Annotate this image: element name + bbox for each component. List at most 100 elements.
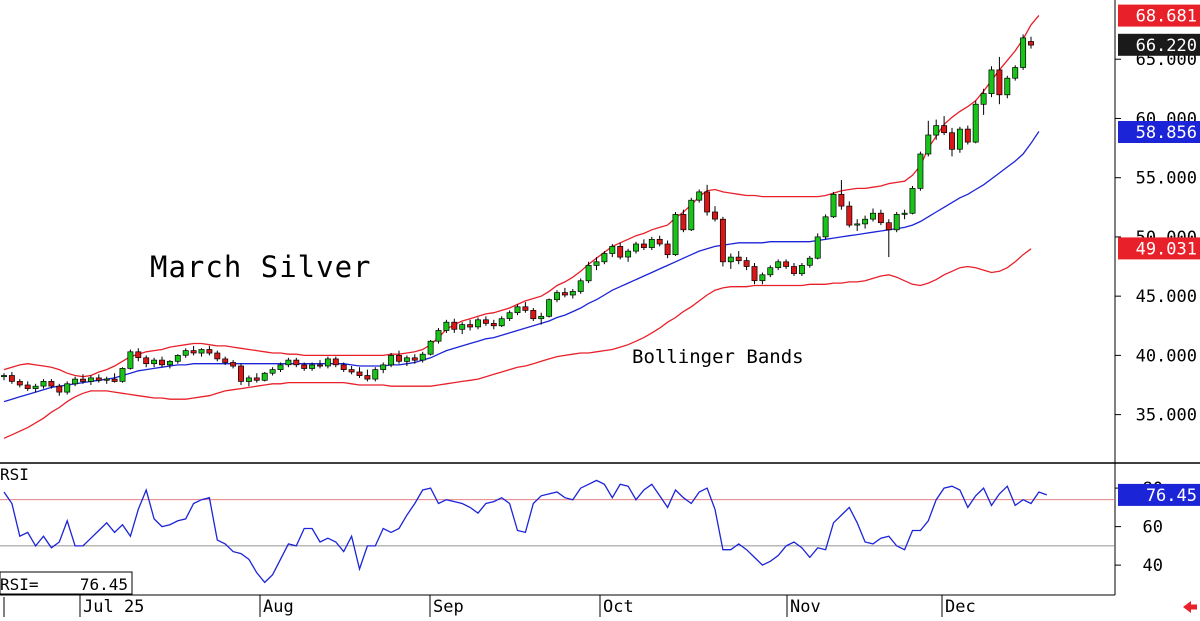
candle-body-up <box>554 292 560 301</box>
candle <box>238 363 244 385</box>
candle <box>285 357 292 368</box>
candle <box>680 209 687 233</box>
candle <box>601 251 608 265</box>
candle-body-up <box>277 364 284 370</box>
candle-body-up <box>830 193 837 218</box>
candle-body-down <box>190 350 197 354</box>
candle-body-up <box>174 355 181 362</box>
candle <box>87 375 94 385</box>
candle <box>459 322 466 335</box>
candle <box>949 127 955 157</box>
candle <box>506 310 513 321</box>
candle <box>538 312 545 325</box>
candle-body-down <box>364 375 371 380</box>
candle-body-down <box>317 364 323 367</box>
candle-body-down <box>332 358 339 366</box>
candle-body-up <box>933 125 940 136</box>
candle-body-up <box>151 359 158 365</box>
chart-title: March Silver <box>150 250 372 284</box>
candle <box>443 319 450 333</box>
candle <box>1004 75 1011 99</box>
candle <box>712 206 718 222</box>
candle <box>103 376 110 384</box>
candle-body-down <box>135 351 142 359</box>
candle-body-down <box>530 310 537 320</box>
candle-body-down <box>143 357 150 365</box>
candle-body-down <box>451 321 458 330</box>
candle <box>783 259 790 269</box>
rsi-tick-label: 40 <box>1143 556 1163 576</box>
candle-body-up <box>688 199 695 231</box>
candle-body-up <box>956 128 963 150</box>
band-upper-band <box>3 14 1040 378</box>
candle-body-down <box>640 243 647 248</box>
candle-body-down <box>735 256 742 262</box>
price-tag-box <box>1118 237 1200 260</box>
candle <box>56 383 63 396</box>
candle <box>427 340 434 356</box>
candle-body-up <box>32 385 39 389</box>
rsi-layer <box>0 479 1115 584</box>
candle-body-down <box>885 222 892 231</box>
candle <box>396 350 402 364</box>
candle <box>301 362 308 371</box>
candle <box>324 356 331 369</box>
candle-body-up <box>569 291 576 296</box>
candle <box>119 367 126 383</box>
candle-body-up <box>72 378 79 385</box>
candle-body-down <box>206 349 213 354</box>
candle <box>870 208 876 222</box>
candle <box>798 263 805 276</box>
candle <box>640 239 647 250</box>
candle-body-up <box>403 357 410 362</box>
candle <box>190 345 197 356</box>
candle <box>743 257 750 271</box>
candle <box>609 244 616 258</box>
price-tag-label: 49.031 <box>1136 239 1197 259</box>
x-axis-label: Aug <box>263 597 294 617</box>
candle <box>151 357 158 368</box>
rsi-line <box>3 479 1048 584</box>
candle <box>245 375 252 387</box>
candle-body-down <box>482 319 489 324</box>
candle-body-up <box>475 319 481 328</box>
candle <box>24 381 31 391</box>
scroll-left-arrow-icon[interactable] <box>1183 601 1197 613</box>
candle <box>143 355 150 368</box>
rsi-tag-label: 76.45 <box>1146 486 1197 506</box>
candle-body-up <box>269 369 276 374</box>
candle <box>862 215 869 229</box>
candle-body-up <box>870 212 876 220</box>
rsi-value-tag: 76.45 <box>1118 483 1200 506</box>
candle-body-down <box>238 365 244 382</box>
candle <box>356 367 363 378</box>
candle <box>95 374 102 383</box>
candle <box>380 362 387 374</box>
candle <box>72 376 79 387</box>
candle-body-down <box>712 211 718 220</box>
candle <box>214 350 221 362</box>
candle <box>174 354 181 364</box>
candle-body-down <box>56 385 63 393</box>
candle <box>182 348 189 358</box>
candle-body-up <box>696 191 703 201</box>
price-tag-49-031: 49.031 <box>1118 237 1200 260</box>
candle <box>530 308 537 321</box>
candle <box>293 357 300 368</box>
candle <box>332 356 339 368</box>
candle <box>688 197 695 231</box>
candle <box>1 373 7 381</box>
candle <box>854 219 861 231</box>
candle <box>648 236 655 250</box>
price-tick-label: 45.000 <box>1136 287 1197 307</box>
candle-body-down <box>356 371 363 376</box>
x-axis-label: Sep <box>433 597 464 617</box>
candle-body-down <box>838 193 845 207</box>
candle-body-up <box>245 377 252 382</box>
candle-body-down <box>16 381 23 386</box>
candle-body-up <box>767 267 774 276</box>
candle-body-down <box>751 266 758 282</box>
candle-body-up <box>633 243 639 252</box>
x-axis: Jul 25 Aug Sep Oct Nov Dec <box>3 595 976 617</box>
candle <box>522 302 529 313</box>
